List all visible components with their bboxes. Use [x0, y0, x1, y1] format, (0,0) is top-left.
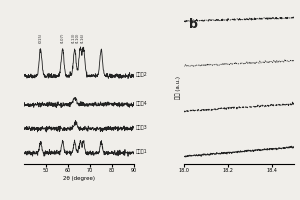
Text: (015): (015) — [38, 33, 43, 43]
Text: 实验例4: 实验例4 — [135, 101, 147, 106]
X-axis label: 2θ (degree): 2θ (degree) — [63, 176, 95, 181]
Text: b: b — [189, 18, 198, 31]
Text: (107): (107) — [61, 32, 64, 43]
Text: (116): (116) — [80, 33, 84, 43]
Text: 实验例1: 实验例1 — [135, 149, 147, 154]
Text: 实验例3: 实验例3 — [135, 125, 147, 130]
Text: 实验例2: 实验例2 — [135, 72, 147, 77]
Y-axis label: 强度 (a.u.): 强度 (a.u.) — [176, 76, 181, 99]
Text: (113): (113) — [72, 32, 76, 43]
Text: (110): (110) — [75, 32, 79, 43]
